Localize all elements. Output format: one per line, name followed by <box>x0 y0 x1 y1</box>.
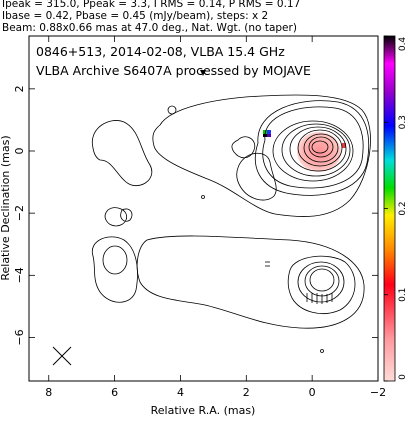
y-axis: 2 0 −2 −4 −6 <box>13 85 378 346</box>
y-tick-label: −4 <box>13 267 26 283</box>
colorbar-tick-label: 0 <box>398 374 408 380</box>
polarization-pixel <box>267 134 271 137</box>
y-tick-label: −6 <box>13 329 26 345</box>
colorbar-ticks: 0 0.1 0.2 0.3 0.4 <box>384 35 408 382</box>
polarization-red-spot <box>342 143 346 148</box>
y-tick-label: 0 <box>13 148 26 155</box>
core-contours <box>254 100 370 196</box>
x-tick-label: 6 <box>111 386 118 399</box>
polarization-pixel <box>267 130 271 134</box>
x-axis-label: Relative R.A. (mas) <box>151 404 256 417</box>
polarization-core-blob <box>297 132 341 172</box>
y-tick-label: 2 <box>13 85 26 92</box>
x-tick-label: 8 <box>45 386 52 399</box>
secondary-contours <box>136 235 365 353</box>
x-axis: 8 6 4 2 0 −2 <box>45 36 386 399</box>
header-line-3: Beam: 0.88x0.66 mas at 47.0 deg., Nat. W… <box>2 22 297 34</box>
plot-title-line-1: 0846+513, 2014-02-08, VLBA 15.4 GHz <box>36 44 285 59</box>
jet-marker <box>200 70 206 76</box>
header-line-1: Ipeak = 315.0, Ppeak = 3.3, I RMS = 0.14… <box>2 0 301 10</box>
y-axis-label: Relative Declination (mas) <box>0 135 12 280</box>
map-contents <box>52 70 371 366</box>
plot-title-line-2: VLBA Archive S6407A processed by MOJAVE <box>36 63 311 78</box>
x-tick-label: 2 <box>243 386 250 399</box>
colorbar-tick-label: 0.1 <box>398 288 408 302</box>
plot-frame <box>28 35 379 382</box>
x-tick-label: 4 <box>177 386 184 399</box>
colorbar-tick-label: 0.3 <box>398 115 408 129</box>
x-tick-label: −2 <box>370 386 386 399</box>
beam-marker <box>52 346 72 366</box>
colorbar-tick-label: 0.4 <box>398 37 408 52</box>
x-tick-label: 0 <box>309 386 316 399</box>
colorbar-tick-label: 0.2 <box>398 201 408 215</box>
jet-contours <box>91 94 371 303</box>
y-tick-label: −2 <box>13 205 26 221</box>
header-line-2: Ibase = 0.42, Pbase = 0.45 (mJy/beam), s… <box>2 10 269 22</box>
